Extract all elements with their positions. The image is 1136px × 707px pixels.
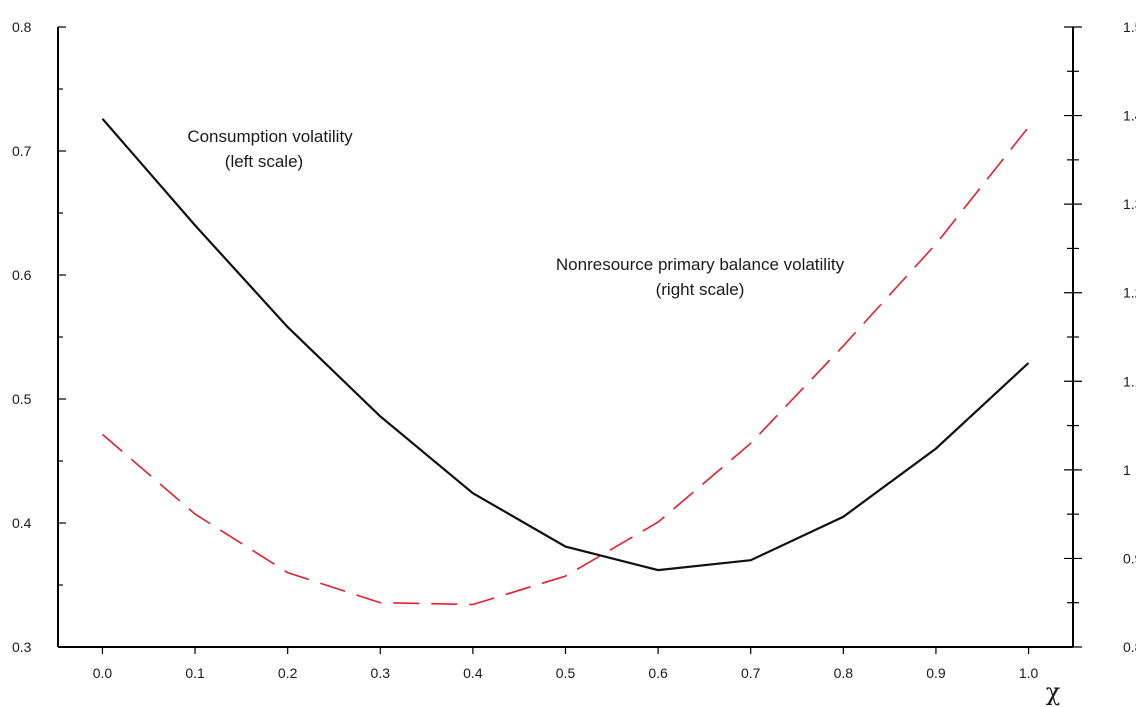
x-axis-tick-label: 0.2 <box>278 665 298 681</box>
left-axis-tick-label: 0.4 <box>12 515 32 531</box>
x-axis-tick-label: 0.5 <box>556 665 576 681</box>
consumption-volatility-line <box>101 118 1030 572</box>
x-axis-tick-label: 0.8 <box>834 665 854 681</box>
x-axis: 0.0 0.1 0.2 0.3 0.4 0.5 0.6 0.7 0.8 0.9 1.0 <box>58 646 1073 681</box>
right-axis-tick-label: 1.5 <box>1123 19 1136 35</box>
left-axis-tick-label: 0.3 <box>12 639 32 655</box>
right-axis-tick-label: 0.9 <box>1123 550 1136 566</box>
left-axis-tick-label: 0.5 <box>12 391 32 407</box>
balance-annotation-line1: Nonresource primary balance volatility <box>556 255 845 274</box>
x-axis-tick-label: 0.9 <box>926 665 946 681</box>
x-axis-tick-label: 0.4 <box>463 665 483 681</box>
left-y-axis: 0.3 0.4 0.5 0.6 0.7 0.8 <box>12 19 66 655</box>
x-axis-label: χ <box>1046 678 1061 706</box>
consumption-annotation-line1: Consumption volatility <box>187 127 353 146</box>
nonresource-balance-volatility-line <box>101 126 1030 606</box>
right-y-axis: 0.8 0.9 1 1.1 1.2 1.3 1.4 1.5 <box>1064 19 1136 655</box>
right-axis-tick-label: 1.1 <box>1123 373 1136 389</box>
x-axis-tick-label: 0.3 <box>371 665 391 681</box>
right-axis-tick-label: 0.8 <box>1123 639 1136 655</box>
consumption-annotation-line2: (left scale) <box>225 152 303 171</box>
left-axis-tick-label: 0.8 <box>12 19 32 35</box>
series-lines <box>101 118 1030 606</box>
x-axis-tick-label: 0.6 <box>648 665 668 681</box>
x-axis-tick-label: 0.0 <box>93 665 113 681</box>
balance-annotation-line2: (right scale) <box>656 280 745 299</box>
right-axis-tick-label: 1 <box>1123 462 1131 478</box>
right-axis-tick-label: 1.4 <box>1123 108 1136 124</box>
left-axis-tick-label: 0.7 <box>12 143 32 159</box>
right-axis-tick-label: 1.3 <box>1123 196 1136 212</box>
left-axis-tick-label: 0.6 <box>12 267 32 283</box>
x-axis-tick-label: 1.0 <box>1019 665 1039 681</box>
right-axis-tick-label: 1.2 <box>1123 285 1136 301</box>
x-axis-tick-label: 0.1 <box>185 665 205 681</box>
x-axis-tick-label: 0.7 <box>741 665 761 681</box>
